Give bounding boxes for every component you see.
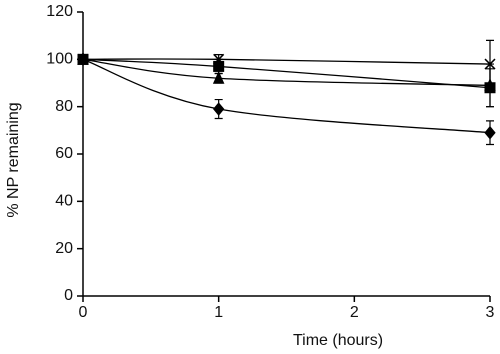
y-tick-label: 40 [55, 193, 73, 210]
y-tick-label: 0 [64, 287, 73, 304]
x-tick-label: 1 [214, 304, 223, 321]
marker [213, 53, 225, 65]
y-tick-label: 60 [55, 145, 73, 162]
y-tick-label: 120 [46, 3, 73, 20]
y-tick-label: 100 [46, 51, 73, 68]
marker [77, 53, 89, 65]
y-tick-label: 20 [55, 240, 73, 257]
y-axis-title: % NP remaining [5, 102, 22, 217]
marker [484, 58, 496, 70]
x-tick-label: 0 [79, 304, 88, 321]
y-tick-label: 80 [55, 98, 73, 115]
x-tick-label: 2 [350, 304, 359, 321]
series-line [82, 58, 491, 89]
series-line [82, 58, 491, 65]
x-tick-label: 3 [486, 304, 495, 321]
marker [213, 102, 225, 116]
series-line [82, 58, 491, 87]
marker [484, 125, 496, 140]
x-axis-title: Time (hours) [293, 332, 383, 349]
marker [212, 71, 225, 84]
series-line [82, 58, 491, 134]
